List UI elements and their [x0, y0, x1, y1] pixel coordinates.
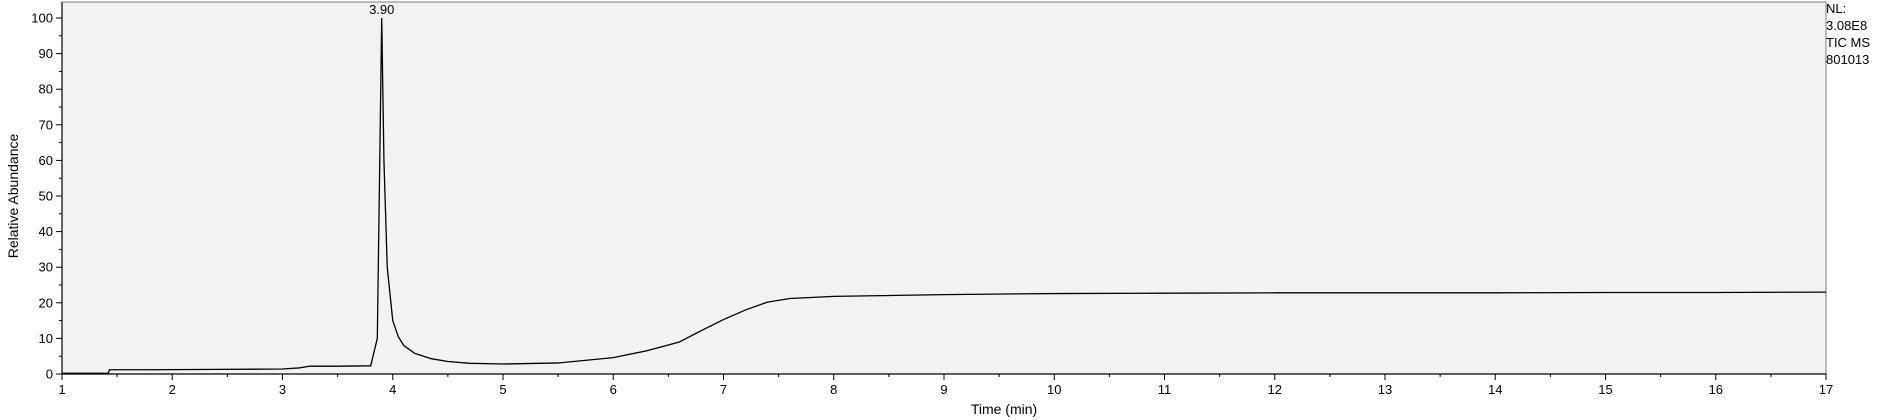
x-tick-label: 12: [1268, 382, 1282, 397]
y-tick-label: 90: [39, 46, 53, 61]
normalization-info: NL: 3.08E8 TIC MS 801013: [1826, 0, 1870, 68]
x-tick-label: 14: [1488, 382, 1502, 397]
y-axis-title: Relative Abundance: [5, 134, 21, 259]
x-tick-label: 4: [389, 382, 396, 397]
nl-label: NL:: [1826, 1, 1847, 16]
y-tick-label: 30: [39, 260, 53, 275]
plot-area: [61, 1, 1827, 375]
x-tick-label: 3: [279, 382, 286, 397]
x-tick-label: 6: [610, 382, 617, 397]
x-tick-label: 13: [1378, 382, 1392, 397]
x-tick-label: 2: [169, 382, 176, 397]
y-tick-label: 50: [39, 189, 53, 204]
x-tick-label: 11: [1158, 382, 1172, 397]
x-tick-label: 16: [1709, 382, 1723, 397]
x-tick-label: 15: [1598, 382, 1612, 397]
x-tick-label: 8: [830, 382, 837, 397]
y-tick-label: 10: [39, 331, 53, 346]
y-tick-label: 0: [46, 367, 53, 382]
x-tick-label: 1: [58, 382, 65, 397]
scan-filter: TIC MS: [1826, 35, 1871, 50]
tick-labels: 1 2 3 4 5 6 7 8 9 10 11 12 13 14 15 16 17010203040506070…: [31, 11, 1833, 398]
x-tick-label: 17: [1819, 382, 1833, 397]
axis-ticks: [56, 2, 1827, 380]
x-tick-label: 5: [499, 382, 506, 397]
y-tick-label: 70: [39, 117, 53, 132]
y-tick-label: 80: [39, 82, 53, 97]
x-tick-label: 9: [940, 382, 947, 397]
peak-label: 3.90: [369, 2, 394, 17]
peak-labels: 3.90: [369, 2, 394, 17]
y-tick-label: 40: [39, 224, 53, 239]
y-tick-label: 100: [31, 11, 53, 26]
y-tick-label: 20: [39, 295, 53, 310]
x-tick-label: 7: [720, 382, 727, 397]
y-tick-label: 60: [39, 153, 53, 168]
nl-value: 3.08E8: [1826, 18, 1868, 33]
tic-trace-line: [62, 17, 1827, 374]
x-axis-title: Time (min): [971, 401, 1037, 417]
sample-id: 801013: [1826, 52, 1870, 67]
x-tick-label: 10: [1047, 382, 1061, 397]
